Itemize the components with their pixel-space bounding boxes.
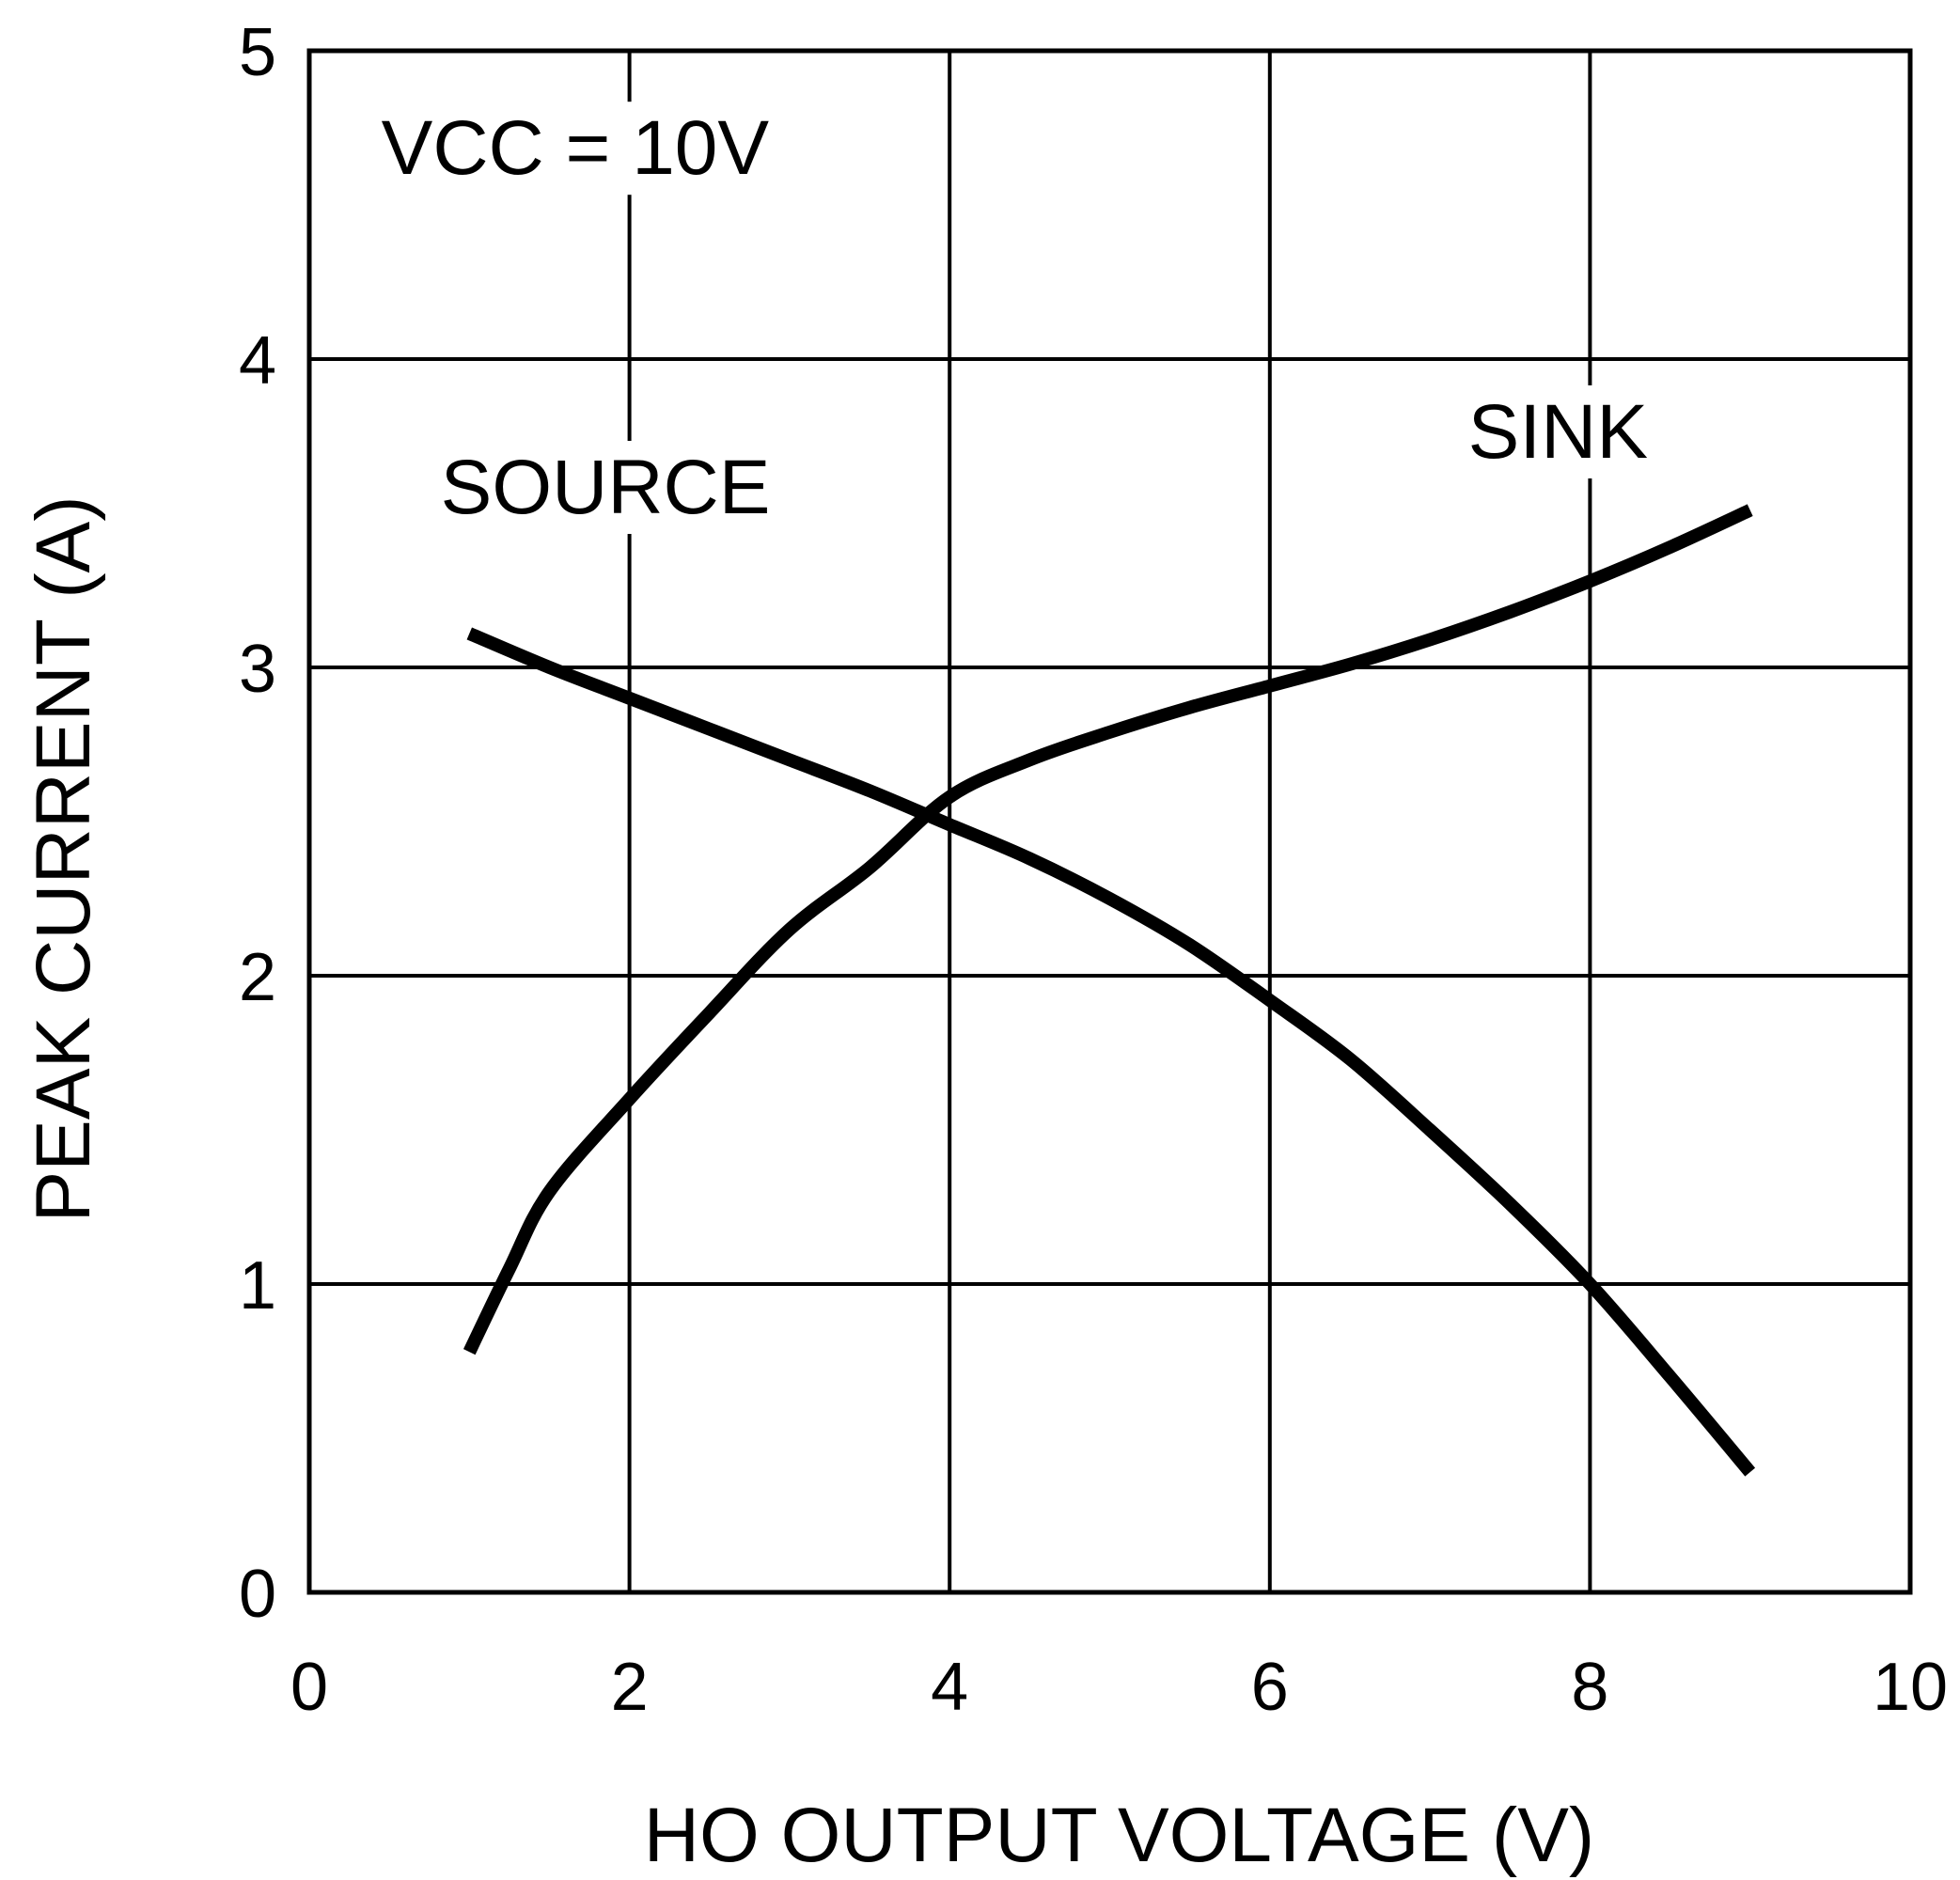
y-tick-label: 5 bbox=[239, 15, 276, 90]
y-tick-label: 2 bbox=[239, 940, 276, 1015]
series-label-sink: SINK bbox=[1468, 389, 1648, 475]
y-axis-title: PEAK CURRENT (A) bbox=[21, 495, 106, 1222]
series-label-background bbox=[429, 441, 782, 534]
x-tick-label: 10 bbox=[1873, 1650, 1948, 1725]
annotation-background bbox=[369, 102, 781, 196]
series-label-source: SOURCE bbox=[441, 445, 771, 530]
y-tick-labels: 0 1 2 3 4 5 bbox=[239, 15, 276, 1632]
x-tick-labels: 0 2 4 6 8 10 bbox=[290, 1650, 1948, 1725]
series-line-sink bbox=[463, 504, 1753, 1355]
series-label-background bbox=[1456, 384, 1660, 478]
vcc-annotation: VCC = 10V bbox=[382, 105, 770, 191]
y-tick-label: 4 bbox=[239, 323, 276, 399]
y-tick-label: 3 bbox=[239, 632, 276, 707]
plot-grid bbox=[309, 51, 1910, 1592]
x-axis-title: HO OUTPUT VOLTAGE (V) bbox=[644, 1793, 1594, 1878]
x-tick-label: 8 bbox=[1571, 1650, 1608, 1725]
series-labels: SOURCE SINK bbox=[429, 384, 1660, 534]
y-tick-label: 1 bbox=[239, 1248, 276, 1324]
x-tick-label: 6 bbox=[1251, 1650, 1289, 1725]
series-line-source bbox=[466, 627, 1756, 1477]
x-tick-label: 4 bbox=[931, 1650, 968, 1725]
y-tick-label: 0 bbox=[239, 1557, 276, 1632]
plot-frame bbox=[306, 48, 1913, 1595]
series-group bbox=[463, 504, 1756, 1477]
x-tick-label: 0 bbox=[290, 1650, 328, 1725]
x-tick-label: 2 bbox=[611, 1650, 649, 1725]
